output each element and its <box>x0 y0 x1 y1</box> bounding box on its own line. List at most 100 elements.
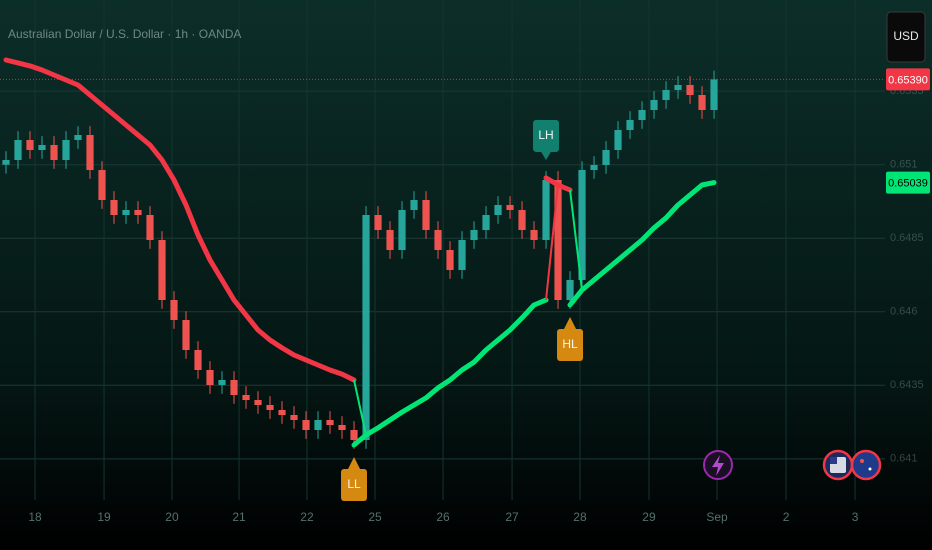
candle-body <box>110 200 118 215</box>
marker-box <box>533 119 560 152</box>
candle-body <box>422 200 430 230</box>
x-tick-label: 26 <box>436 510 450 524</box>
candle-body <box>602 150 610 165</box>
candle-body <box>146 215 154 240</box>
candle-body <box>314 420 322 430</box>
candle-body <box>2 160 10 165</box>
x-tick-label: 3 <box>852 510 859 524</box>
x-tick-label: 2 <box>783 510 790 524</box>
candle-body <box>638 110 646 120</box>
candle-body <box>614 130 622 150</box>
candle-body <box>710 79 718 110</box>
x-tick-label: 20 <box>165 510 179 524</box>
candle-body <box>242 395 250 400</box>
marker-box <box>341 469 368 501</box>
candle-body <box>62 140 70 160</box>
trend-switch <box>353 379 367 436</box>
candle-body <box>50 145 58 160</box>
candle-body <box>446 250 454 270</box>
candle-body <box>362 215 370 440</box>
candle-body <box>494 205 502 215</box>
price-label: 0.65390 <box>888 74 928 86</box>
candle-body <box>170 300 178 320</box>
plot-area: LL LH HL <box>0 57 885 501</box>
candle-body <box>458 240 466 270</box>
x-tick-label: 29 <box>642 510 656 524</box>
candle-body <box>686 85 694 95</box>
candle-body <box>326 420 334 425</box>
event-icons <box>703 449 882 481</box>
candle-body <box>290 415 298 420</box>
candle-body <box>374 215 382 230</box>
chart-title: Australian Dollar / U.S. Dollar · 1h · O… <box>8 27 241 41</box>
candle-body <box>350 430 358 440</box>
candle-body <box>482 215 490 230</box>
pivot-marker: LH <box>533 119 560 160</box>
candle-body <box>470 230 478 240</box>
y-tick-label: 0.641 <box>890 453 918 465</box>
candle-body <box>38 145 46 150</box>
candle-body <box>386 230 394 250</box>
y-tick-label: 0.651 <box>890 159 918 171</box>
candle-body <box>230 380 238 395</box>
candle-body <box>554 180 562 300</box>
candle-body <box>626 120 634 130</box>
x-tick-label: 18 <box>28 510 42 524</box>
candle-body <box>194 350 202 370</box>
currency-button[interactable]: USD <box>886 11 926 63</box>
marker-pointer <box>540 149 553 160</box>
candle-body <box>530 230 538 240</box>
marker-pointer <box>348 457 361 469</box>
flag-au-mark <box>860 459 864 463</box>
pivot-marker: LL <box>341 457 368 501</box>
marker-pointer <box>564 317 577 329</box>
marker-label: LH <box>538 128 553 142</box>
y-tick-label: 0.6485 <box>890 232 924 244</box>
candle-body <box>662 90 670 100</box>
candle-body <box>266 405 274 410</box>
candle-body <box>74 135 82 140</box>
price-label-box <box>886 171 930 194</box>
button-label[interactable]: USD <box>893 29 919 43</box>
candle-body <box>86 135 94 170</box>
candle-body <box>302 420 310 430</box>
marker-label: HL <box>562 337 578 351</box>
marker-label: LL <box>347 477 361 491</box>
candle-body <box>26 140 34 150</box>
candle-body <box>134 210 142 215</box>
candle-body <box>206 370 214 385</box>
x-tick-label: 22 <box>300 510 314 524</box>
price-label: 0.65039 <box>888 178 928 190</box>
candle-body <box>98 170 106 200</box>
x-tick-label: Sep <box>706 510 728 524</box>
candle-body <box>518 210 526 230</box>
grid <box>0 0 885 500</box>
x-tick-label: 19 <box>97 510 111 524</box>
y-tick-label: 0.646 <box>890 306 918 318</box>
candle-body <box>278 410 286 415</box>
candle-body <box>338 425 346 430</box>
candle-body <box>14 140 22 160</box>
y-tick-label: 0.6435 <box>890 379 924 391</box>
candle-body <box>674 85 682 90</box>
lightning-glyph <box>712 455 724 476</box>
candle-body <box>122 210 130 215</box>
pivot-marker: HL <box>557 317 584 361</box>
candle-body <box>566 280 574 300</box>
flag-au[interactable] <box>850 449 882 481</box>
candle-body <box>254 400 262 405</box>
price-label-box <box>886 68 930 91</box>
flag-au-star <box>868 467 872 471</box>
trend-switch <box>569 189 584 291</box>
flag-us-canton <box>830 457 837 464</box>
x-tick-label: 25 <box>368 510 382 524</box>
button-frame[interactable] <box>886 11 926 63</box>
candle-body <box>578 170 586 280</box>
candle-body <box>410 200 418 210</box>
candle-body <box>398 210 406 250</box>
trend-line <box>351 180 717 448</box>
x-tick-label: 28 <box>573 510 587 524</box>
